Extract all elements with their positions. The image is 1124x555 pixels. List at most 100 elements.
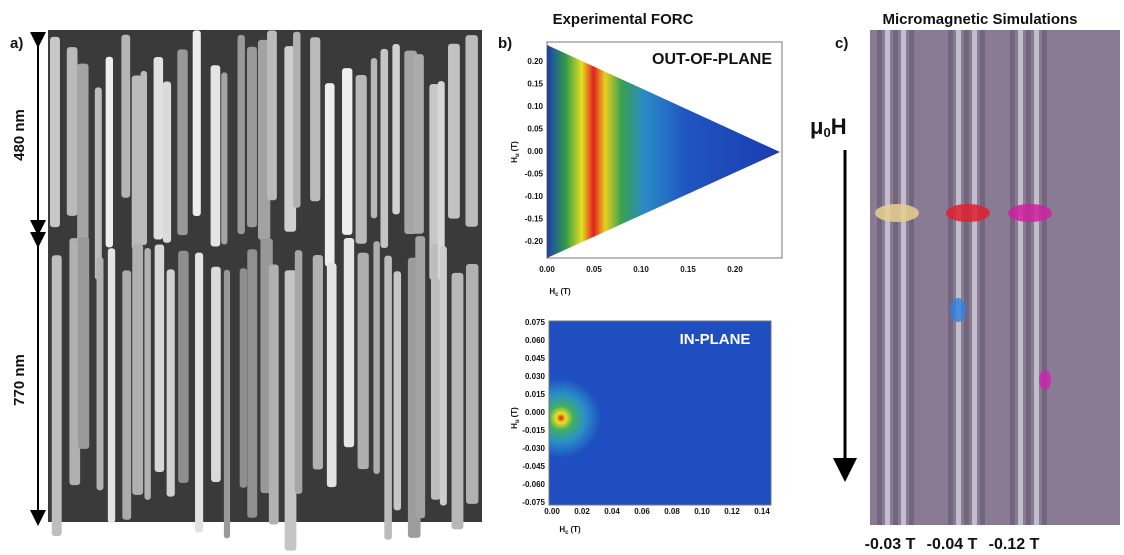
rod <box>465 35 478 227</box>
rod <box>294 250 303 494</box>
x-tick-label: 0.14 <box>754 507 770 516</box>
rod <box>192 30 201 217</box>
rod <box>310 37 321 202</box>
y-tick-label: -0.15 <box>525 215 544 224</box>
rod <box>429 84 440 280</box>
panel-label: b) <box>498 35 512 52</box>
plot-label: IN-PLANE <box>680 331 751 348</box>
field-value: -0.04 T <box>927 536 978 553</box>
domain-wall <box>1008 204 1052 222</box>
axis-label-part: u <box>515 153 521 157</box>
rod <box>132 243 144 495</box>
rod <box>342 68 353 235</box>
sim-column <box>1034 30 1039 525</box>
field-value: -0.03 T <box>865 536 916 553</box>
axis-label-part: u <box>515 419 521 423</box>
axis-label: Hu(T) <box>510 407 520 429</box>
y-tick-label: 0.15 <box>527 80 543 89</box>
rod <box>439 246 447 506</box>
rod <box>140 70 148 245</box>
rod <box>247 249 258 518</box>
rod <box>77 63 89 245</box>
x-tick-label: 0.05 <box>586 265 602 274</box>
axis-label-part: H <box>510 423 519 429</box>
rod <box>177 49 188 236</box>
rod <box>466 263 479 504</box>
rod <box>211 266 221 483</box>
rod <box>267 30 277 201</box>
x-tick-label: 0.15 <box>680 265 696 274</box>
x-tick-label: 0.02 <box>574 507 590 516</box>
rod <box>144 247 151 500</box>
y-tick-label: 0.20 <box>527 57 543 66</box>
rod <box>131 75 143 250</box>
axis-label-part: (T) <box>560 287 571 296</box>
sim-column <box>1010 30 1015 525</box>
simulation-image <box>870 30 1120 525</box>
rod <box>247 46 257 228</box>
rod <box>221 72 228 245</box>
y-tick-label: 0.015 <box>525 390 546 399</box>
sim-column <box>964 30 969 525</box>
sim-column <box>885 30 890 525</box>
rod <box>121 34 131 198</box>
y-tick-label: -0.075 <box>522 498 545 507</box>
axis-label-part: H <box>549 287 555 296</box>
rod <box>373 241 380 475</box>
sim-column <box>1026 30 1031 525</box>
axis-label-part: c <box>555 292 559 298</box>
y-tick-label: 0.045 <box>525 354 546 363</box>
sim-column <box>948 30 953 525</box>
axis-label: Hc (T) <box>559 525 581 535</box>
sim-column <box>956 30 961 525</box>
rod <box>392 43 400 215</box>
rod <box>437 81 445 280</box>
y-tick-label: 0.030 <box>525 372 546 381</box>
axis-label-part: (T) <box>510 407 519 418</box>
panel-label: c) <box>835 35 848 52</box>
rod <box>284 270 297 551</box>
rod <box>312 254 323 470</box>
rod <box>178 250 189 483</box>
length-label: 480 nm <box>11 109 28 161</box>
rod <box>162 81 172 243</box>
rod <box>105 56 114 248</box>
x-tick-label: 0.06 <box>634 507 650 516</box>
rod <box>293 31 301 208</box>
rod <box>380 48 389 249</box>
rod <box>66 47 78 216</box>
field-value: -0.12 T <box>989 536 1040 553</box>
rod <box>451 272 464 530</box>
x-tick-label: 0.04 <box>604 507 620 516</box>
axis-label-part: (T) <box>510 141 519 152</box>
rod <box>96 257 104 491</box>
axis-label-part: c <box>565 530 569 536</box>
rod <box>154 244 165 473</box>
rod <box>404 50 417 234</box>
x-tick-label: 0.20 <box>727 265 743 274</box>
plot-label: OUT-OF-PLANE <box>652 51 772 68</box>
rod <box>69 238 81 486</box>
domain-wall <box>946 204 990 222</box>
rod <box>153 57 164 240</box>
rod <box>223 269 231 539</box>
rod <box>357 252 369 470</box>
axis-label-part: H <box>559 525 565 534</box>
axis-label: Hu(T) <box>510 141 520 163</box>
rod <box>94 87 102 280</box>
rod <box>237 34 245 235</box>
rod <box>413 54 424 234</box>
rod <box>166 269 175 497</box>
y-tick-label: 0.000 <box>525 408 546 417</box>
y-tick-label: 0.075 <box>525 318 546 327</box>
x-tick-label: 0.10 <box>633 265 649 274</box>
rod <box>210 65 221 247</box>
rod <box>107 248 116 523</box>
axis-label: Hc (T) <box>549 287 571 297</box>
forc-map <box>548 320 772 506</box>
domain-wall <box>1039 370 1051 390</box>
axis-label-part: (T) <box>570 525 581 534</box>
sim-column <box>972 30 977 525</box>
rod <box>122 270 132 520</box>
y-tick-label: -0.20 <box>525 237 544 246</box>
